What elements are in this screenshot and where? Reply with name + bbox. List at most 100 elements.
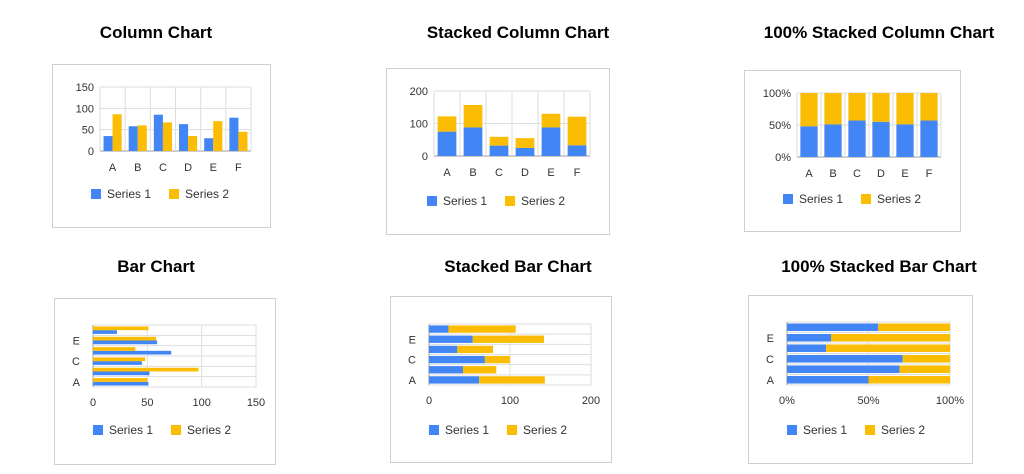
series-2-swatch xyxy=(505,196,516,206)
bar-chart-title: Bar Chart xyxy=(117,257,195,276)
x-tick-label: E xyxy=(547,167,554,179)
bar-series-2 xyxy=(831,333,950,342)
bar-series-1 xyxy=(93,361,142,365)
x-tick-label: 100 xyxy=(501,395,519,407)
bar-series-2 xyxy=(437,116,457,132)
legend-label-series-2: Series 2 xyxy=(185,187,230,201)
bar-series-2 xyxy=(800,93,818,127)
column-chart-card: 0 50 100 150 A B C D E F Series 1 Series 2 xyxy=(52,64,271,228)
stacked-bar-chart-svg: 0 100 200 ACE xyxy=(408,323,600,407)
legend-label-series-1: Series 1 xyxy=(109,423,154,437)
x-tick-label: 100% xyxy=(936,395,964,407)
bar-series-2 xyxy=(457,345,493,354)
series-2-swatch xyxy=(171,425,182,435)
bar-series-1 xyxy=(429,376,480,384)
bar-series-1 xyxy=(896,124,914,157)
bar-series-1 xyxy=(93,330,117,334)
bar-series-2 xyxy=(137,125,147,151)
pct-stacked-column-chart-legend: Series 1 Series 2 xyxy=(783,192,921,206)
legend-label-series-1: Series 1 xyxy=(803,423,848,437)
pct-stacked-bar-chart-legend: Series 1 Series 2 xyxy=(787,423,925,437)
x-tick-label: D xyxy=(877,168,885,180)
bar-series-1 xyxy=(848,120,866,157)
bar-series-2 xyxy=(162,122,172,151)
stacked-column-chart-svg: 0 100 200 A B C D E F xyxy=(410,86,591,179)
legend-item-series-2: Series 2 xyxy=(507,423,567,437)
bar-chart-legend: Series 1 Series 2 xyxy=(93,423,231,437)
x-tick-label: C xyxy=(495,167,503,179)
x-tick-label: A xyxy=(109,162,117,174)
bar-series-2 xyxy=(920,93,938,121)
x-tick-label: E xyxy=(210,162,217,174)
bar-series-1 xyxy=(179,124,189,151)
stacked-column-chart-card: 0 100 200 A B C D E F Series 1 Series 2 xyxy=(386,68,610,235)
bar-series-2 xyxy=(899,365,950,374)
series-2-swatch xyxy=(865,425,876,435)
bar-series-1 xyxy=(800,126,818,157)
bar-series-2 xyxy=(567,116,587,146)
bar-series-2 xyxy=(93,336,157,341)
bar-series-1 xyxy=(463,127,483,156)
bar-series-2 xyxy=(112,114,122,151)
bar-series-1 xyxy=(128,126,138,151)
bar-series-2 xyxy=(826,344,950,353)
bar-series-1 xyxy=(93,381,149,386)
series-2-swatch xyxy=(169,189,180,199)
x-tick-label: B xyxy=(829,168,836,180)
bar-series-2 xyxy=(479,376,545,384)
bar-series-1 xyxy=(787,375,869,384)
y-tick-label: 0 xyxy=(422,151,428,163)
legend-label-series-1: Series 1 xyxy=(443,194,488,208)
pct-stacked-bar-chart-card: 0% 50% 100% A C E Series 1 Series 2 xyxy=(748,295,973,464)
bar-series-2 xyxy=(93,378,148,382)
legend-item-series-2: Series 2 xyxy=(169,187,229,201)
bar-series-2 xyxy=(848,93,866,121)
legend-item-series-1: Series 1 xyxy=(787,423,847,437)
pct-stacked-bar-chart-svg: 0% 50% 100% ACE xyxy=(766,321,964,407)
y-tick-label: A xyxy=(767,375,775,387)
bar-chart-card: 0 50 100 150 A C E Series 1 Series 2 xyxy=(54,298,276,465)
x-tick-label: 100 xyxy=(192,397,210,409)
bar-series-1 xyxy=(824,124,842,157)
series-1-swatch xyxy=(783,194,793,204)
x-tick-label: B xyxy=(469,167,476,179)
legend-label-series-2: Series 2 xyxy=(521,194,566,208)
legend-item-series-2: Series 2 xyxy=(865,423,925,437)
bar-series-1 xyxy=(429,345,458,354)
bar-series-2 xyxy=(213,121,223,151)
y-tick-label: 100 xyxy=(76,103,94,115)
y-tick-label: C xyxy=(408,355,416,367)
bar-series-2 xyxy=(896,93,914,125)
x-tick-label: 50% xyxy=(857,395,879,407)
legend-label-series-2: Series 2 xyxy=(187,423,232,437)
pct-stacked-column-chart-svg: 0% 50% 100% A B C D E F xyxy=(763,88,942,180)
bar-series-2 xyxy=(872,93,890,122)
y-tick-label: 50% xyxy=(769,120,791,132)
bar-series-2 xyxy=(878,323,950,332)
bar-series-2 xyxy=(93,367,199,372)
legend-label-series-2: Series 2 xyxy=(877,192,922,206)
x-tick-label: 0 xyxy=(90,397,96,409)
bar-series-2 xyxy=(238,131,248,151)
x-tick-label: A xyxy=(443,167,451,179)
bar-series-2 xyxy=(463,104,483,128)
x-tick-label: 0 xyxy=(426,395,432,407)
y-tick-label: A xyxy=(409,375,417,387)
column-chart-title: Column Chart xyxy=(99,23,213,42)
series-1-swatch xyxy=(91,189,101,199)
bar-series-2 xyxy=(93,357,146,362)
bar-series-1 xyxy=(515,147,535,156)
x-tick-label: F xyxy=(235,162,242,174)
y-tick-label: 150 xyxy=(76,82,94,94)
bar-series-2 xyxy=(868,375,950,384)
series-2-swatch xyxy=(861,194,872,204)
legend-label-series-1: Series 1 xyxy=(107,187,152,201)
bar-series-1 xyxy=(429,355,485,364)
legend-item-series-2: Series 2 xyxy=(171,423,231,437)
x-tick-label: F xyxy=(926,168,933,180)
pct-stacked-column-chart-card: 0% 50% 100% A B C D E F Series 1 Series 2 xyxy=(744,70,961,232)
stacked-bar-chart-card: 0 100 200 A C E Series 1 Series 2 xyxy=(390,296,612,463)
bar-series-1 xyxy=(429,335,473,343)
bar-series-2 xyxy=(484,355,510,364)
series-1-swatch xyxy=(787,425,797,435)
